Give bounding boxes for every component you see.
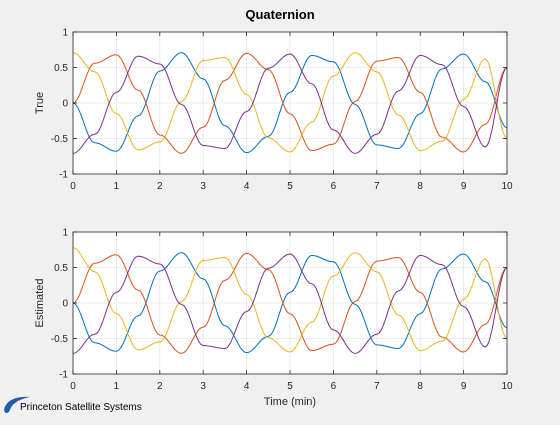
x-tick-label: 1 (114, 381, 120, 392)
y-tick-label: 0 (62, 99, 68, 110)
princeton-satellite-systems-logo (4, 396, 30, 413)
series-line-4 (73, 253, 507, 354)
y-tick-label: -0.5 (51, 334, 69, 345)
y-tick-label: 0 (62, 299, 68, 310)
y-tick-label: 1 (62, 228, 68, 239)
series-line-2 (73, 252, 507, 354)
logo-swoosh-shape (4, 396, 30, 413)
x-tick-label: 2 (157, 381, 163, 392)
x-tick-label: 6 (331, 181, 337, 192)
y-axis-title: Estimated (34, 279, 46, 328)
x-tick-label: 0 (70, 181, 76, 192)
x-tick-label: 10 (501, 381, 513, 392)
x-tick-label: 10 (501, 181, 513, 192)
x-tick-label: 3 (200, 181, 206, 192)
series-line-3 (73, 52, 507, 153)
logo-text: Princeton Satellite Systems (20, 402, 142, 413)
chart-title: Quaternion (245, 7, 314, 22)
y-tick-label: 0.5 (54, 63, 68, 74)
x-tick-label: 3 (200, 381, 206, 392)
x-tick-label: 1 (114, 181, 120, 192)
x-tick-label: 5 (287, 181, 293, 192)
y-tick-label: -1 (59, 170, 68, 181)
y-tick-label: -1 (59, 370, 68, 381)
estimated-panel: 0 1 2 3 4 5 6 7 8 9 10 -1 -0.5 0 0.5 1 Estimated (34, 228, 513, 393)
x-tick-label: 8 (417, 181, 423, 192)
series-line-1 (73, 252, 507, 354)
x-tick-label: 9 (461, 381, 467, 392)
series-line-1 (73, 52, 507, 154)
x-tick-label: 0 (70, 381, 76, 392)
y-tick-label: 0.5 (54, 263, 68, 274)
series-line-3 (73, 247, 507, 353)
y-tick-label: -0.5 (51, 134, 69, 145)
x-tick-label: 7 (374, 181, 380, 192)
x-tick-label: 9 (461, 181, 467, 192)
x-tick-label: 4 (244, 181, 250, 192)
x-tick-label: 5 (287, 381, 293, 392)
true-panel: 0 1 2 3 4 5 6 7 8 9 10 -1 -0.5 0 0.5 1 True (34, 28, 513, 193)
x-tick-label: 2 (157, 181, 163, 192)
x-tick-label: 4 (244, 381, 250, 392)
x-tick-label: 6 (331, 381, 337, 392)
y-axis-title: True (34, 92, 46, 114)
x-tick-label: 7 (374, 381, 380, 392)
series-line-4 (73, 53, 507, 154)
series-line-2 (73, 52, 507, 154)
x-axis-title: Time (min) (264, 396, 316, 408)
x-tick-label: 8 (417, 381, 423, 392)
y-tick-label: 1 (62, 28, 68, 39)
